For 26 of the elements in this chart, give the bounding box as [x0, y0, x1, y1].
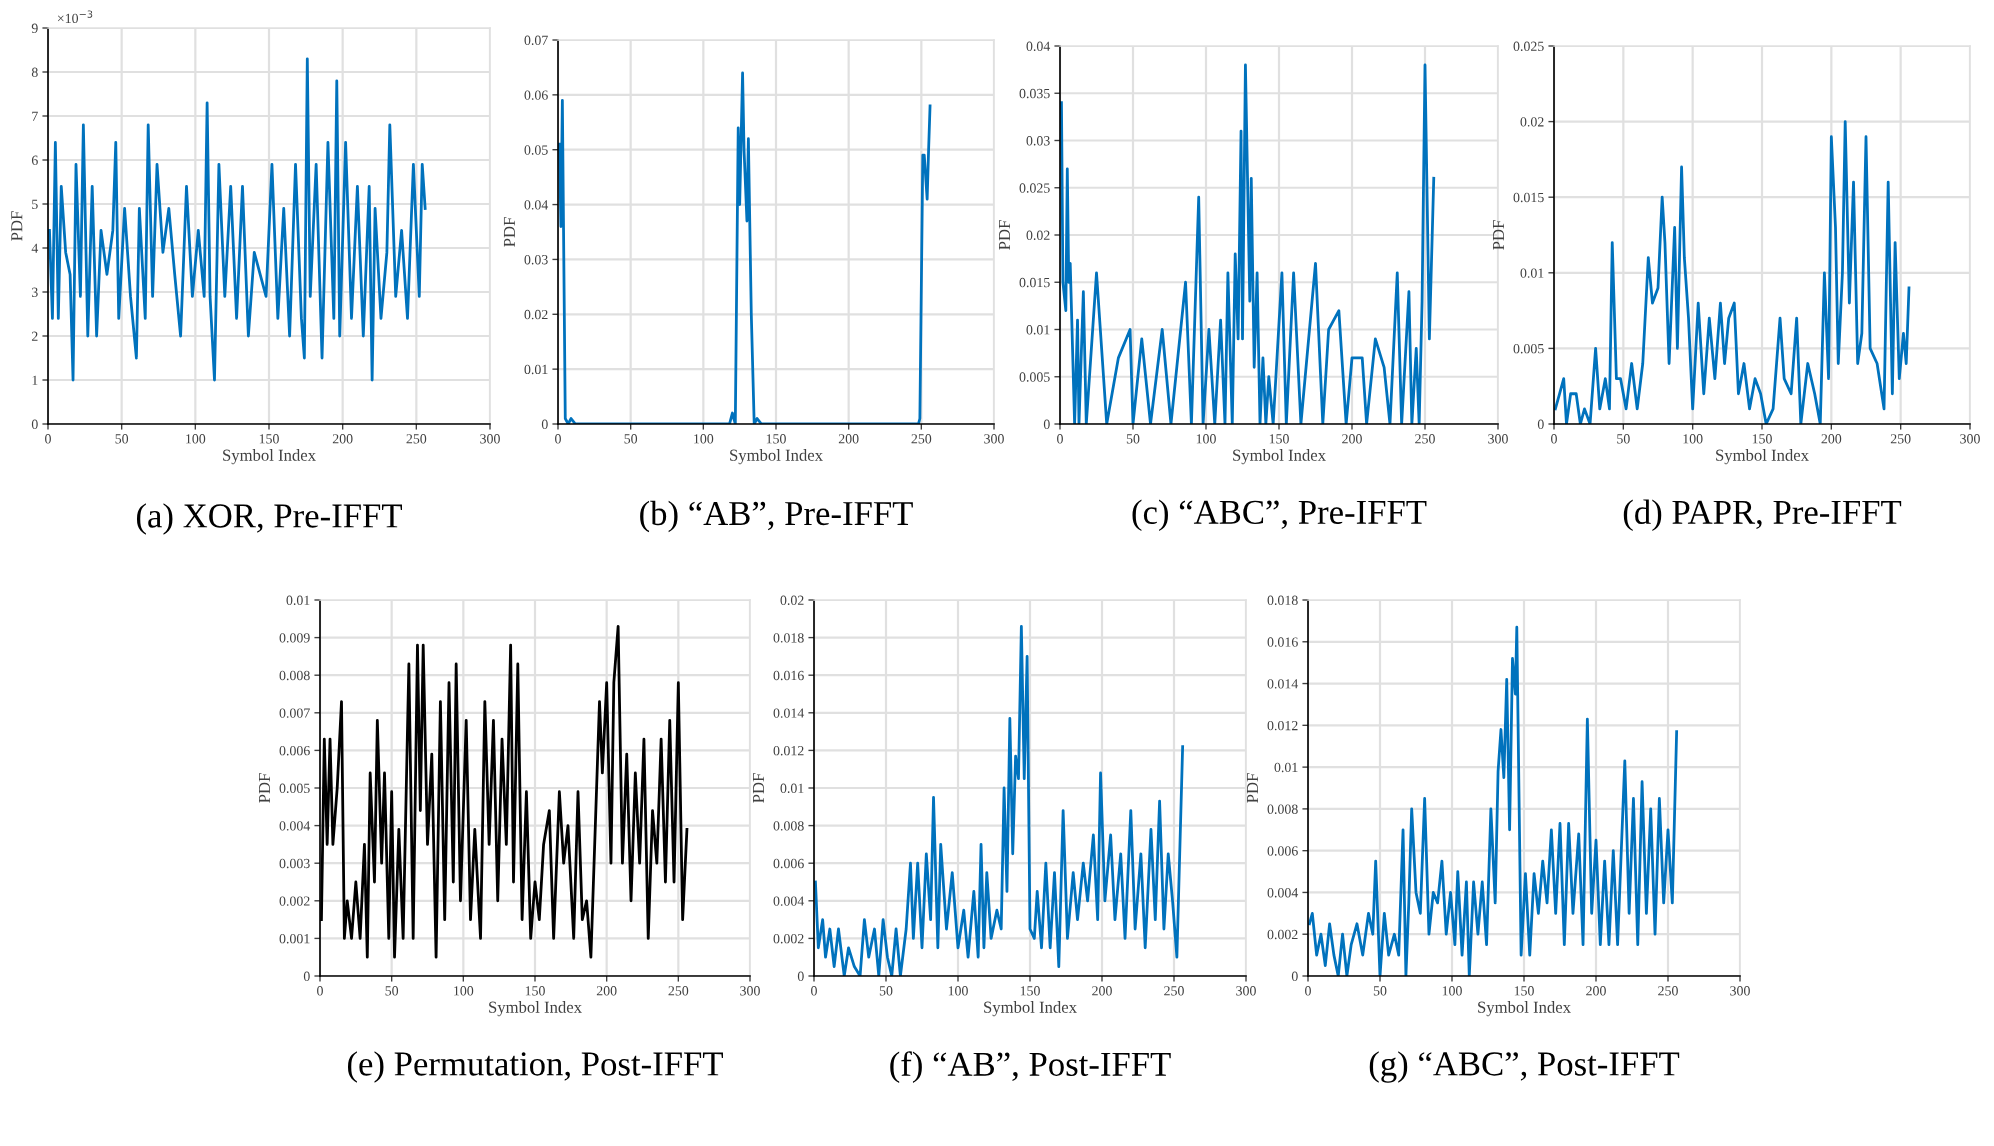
text: (e) Permutation, Post-IFFT	[347, 1051, 723, 1083]
x-axis-title: Symbol Index	[489, 1001, 582, 1017]
x-axis-title: Symbol Index	[984, 1001, 1077, 1017]
line-series	[1060, 63, 1436, 424]
text: (f) “AB”, Post-IFFT	[890, 1051, 1171, 1084]
text: (b) “AB”, Pre-IFFT	[640, 500, 913, 533]
y-axis-title: PDF	[259, 773, 270, 803]
x-axis-title: Symbol Index	[1478, 1001, 1571, 1017]
line-series	[814, 624, 1185, 976]
text: (c) “ABC”, Pre-IFFT	[1132, 499, 1427, 532]
line-series	[1554, 120, 1911, 424]
text: (a) XOR, Pre-IFFT	[136, 503, 402, 535]
y-axis-title: PDF	[999, 220, 1010, 250]
y-axis-title: PDF	[11, 211, 23, 241]
y-axis-title: PDF	[1247, 773, 1258, 803]
text: (d) PAPR, Pre-IFFT	[1623, 499, 1902, 532]
y-axis-title: PDF	[503, 217, 515, 247]
y-axis-title: PDF	[1493, 220, 1504, 250]
line-series	[1308, 625, 1679, 976]
y-axis-title: PDF	[753, 773, 764, 803]
x-axis-title: Symbol Index	[1233, 449, 1326, 465]
line-series	[48, 57, 427, 382]
x-axis-title: Symbol Index	[730, 449, 823, 465]
x-axis-title: Symbol Index	[1716, 449, 1809, 465]
text: (g) “ABC”, Post-IFFT	[1369, 1051, 1680, 1083]
x-axis-title: Symbol Index	[223, 449, 316, 465]
